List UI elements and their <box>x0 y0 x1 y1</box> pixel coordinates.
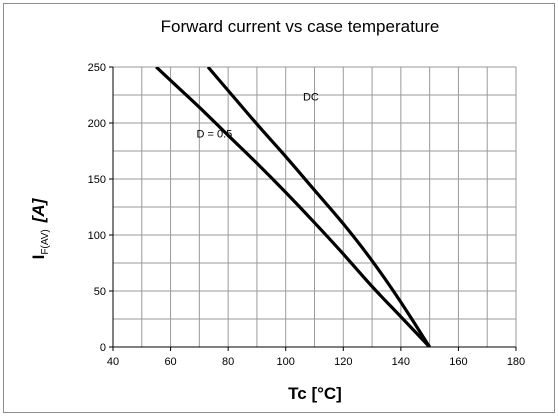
y-tick-label: 0 <box>100 342 106 354</box>
x-tick-label: 140 <box>392 356 410 368</box>
y-axis-title-text: IF(AV) [A] <box>29 197 51 259</box>
x-tick-label: 120 <box>334 356 352 368</box>
y-tick-label: 150 <box>88 174 106 186</box>
annotation-dc: DC <box>303 92 319 104</box>
chart-title: Forward current vs case temperature <box>161 17 440 36</box>
y-axis-title-subscript: F(AV) <box>40 229 51 254</box>
x-tick-label: 60 <box>164 356 176 368</box>
y-tick-label: 50 <box>94 286 106 298</box>
y-tick-label: 200 <box>88 118 106 130</box>
x-tick-label: 80 <box>222 356 234 368</box>
y-axis-title: IF(AV) [A] <box>29 197 51 259</box>
curves <box>155 67 431 347</box>
x-tick-label: 160 <box>449 356 467 368</box>
y-tick-labels: 0 50 100 150 200 250 <box>88 62 106 354</box>
x-tick-label: 100 <box>277 356 295 368</box>
chart-border <box>3 3 555 413</box>
x-axis-title: Tc [°C] <box>288 384 342 403</box>
y-axis-title-main: I <box>29 255 48 260</box>
series-line-dc <box>206 67 431 347</box>
x-tick-labels: 40 60 80 100 120 140 160 180 <box>107 356 525 368</box>
annotation-d-0-5: D = 0.5 <box>196 129 232 141</box>
y-tick-label: 100 <box>88 230 106 242</box>
series-line-d-0-5 <box>155 67 431 347</box>
annotations: DC D = 0.5 <box>196 92 318 141</box>
x-tick-label: 40 <box>107 356 119 368</box>
x-tick-label: 180 <box>507 356 525 368</box>
y-tick-label: 250 <box>88 62 106 74</box>
grid-lines <box>109 66 517 351</box>
y-axis-title-unit: [A] <box>29 197 48 223</box>
